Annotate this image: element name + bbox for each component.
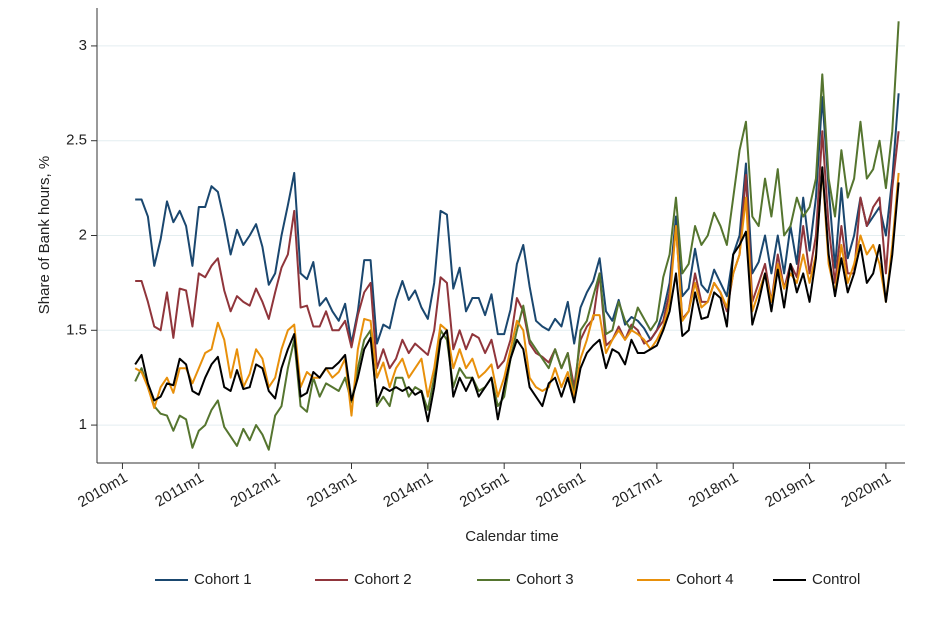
legend-label: Cohort 1: [194, 571, 252, 588]
y-axis-title: Share of Bank hours, %: [36, 156, 53, 314]
series-line: [134, 21, 900, 451]
y-tick-label: 1: [79, 416, 87, 433]
y-tick-label: 1.5: [66, 321, 87, 338]
x-axis-title: Calendar time: [465, 528, 558, 545]
series-line: [134, 168, 900, 417]
y-tick-label: 2.5: [66, 132, 87, 149]
series-line: [134, 166, 900, 423]
legend-label: Control: [812, 571, 860, 588]
series-line: [135, 93, 900, 345]
legend-label: Cohort 2: [354, 571, 412, 588]
legend-label: Cohort 3: [516, 571, 574, 588]
y-tick-label: 2: [79, 226, 87, 243]
legend-label: Cohort 4: [676, 571, 734, 588]
y-tick-label: 3: [79, 37, 87, 54]
